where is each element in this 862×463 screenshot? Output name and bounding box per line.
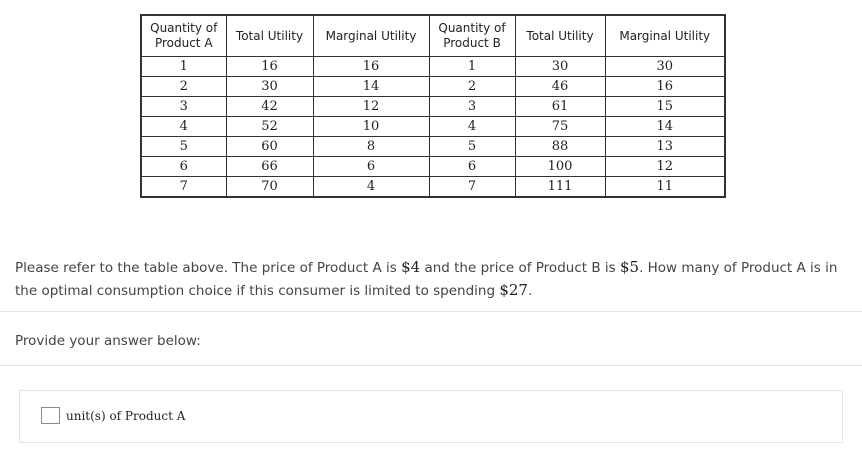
question-part: . (527, 283, 533, 299)
table-cell: 8 (312, 136, 430, 157)
table-cell: 5 (140, 136, 227, 157)
header-total-utility-b: Total Utility (514, 14, 606, 57)
table-cell: 7 (140, 176, 227, 198)
table-cell: 46 (514, 76, 606, 97)
table-cell: 15 (604, 96, 726, 117)
table-row: 1 16 16 1 30 30 (140, 56, 726, 77)
question-part: . How many of Product A is in the optima… (15, 260, 838, 299)
table-cell: 30 (514, 56, 606, 77)
answer-prompt: Provide your answer below: (15, 333, 201, 349)
table-cell: 1 (428, 56, 516, 77)
table-cell: 7 (428, 176, 516, 198)
table-cell: 100 (514, 156, 606, 177)
table-cell: 61 (514, 96, 606, 117)
table-cell: 42 (225, 96, 314, 117)
table-cell: 4 (428, 116, 516, 137)
table-cell: 10 (312, 116, 430, 137)
table-row: 2 30 14 2 46 16 (140, 76, 726, 97)
table-cell: 16 (604, 76, 726, 97)
header-marginal-utility-a: Marginal Utility (312, 14, 430, 57)
answer-card: unit(s) of Product A (19, 390, 843, 443)
table-cell: 6 (428, 156, 516, 177)
table-row: 6 66 6 6 100 12 (140, 156, 726, 177)
header-total-utility-a: Total Utility (225, 14, 314, 57)
table-cell: 5 (428, 136, 516, 157)
table-row: 4 52 10 4 75 14 (140, 116, 726, 137)
table-cell: 13 (604, 136, 726, 157)
question-part: Please refer to the table above. The pri… (15, 260, 402, 276)
table-row: 7 70 4 7 111 11 (140, 176, 726, 198)
price-b: $5 (619, 258, 640, 276)
table-cell: 70 (225, 176, 314, 198)
table-row: 5 60 8 5 88 13 (140, 136, 726, 157)
table-cell: 30 (225, 76, 314, 97)
table-cell: 111 (514, 176, 606, 198)
table-cell: 60 (225, 136, 314, 157)
table-cell: 12 (604, 156, 726, 177)
table-cell: 16 (312, 56, 430, 77)
table-cell: 30 (604, 56, 726, 77)
answer-input[interactable] (41, 407, 60, 424)
table-row: 3 42 12 3 61 15 (140, 96, 726, 117)
table-cell: 66 (225, 156, 314, 177)
table-cell: 3 (428, 96, 516, 117)
budget: $27 (499, 281, 528, 299)
table-header-row: Quantity of Product A Total Utility Marg… (140, 14, 726, 57)
header-quantity-b: Quantity of Product B (428, 14, 516, 57)
question-text: Please refer to the table above. The pri… (15, 256, 845, 302)
unit-label: unit(s) of Product A (66, 409, 186, 423)
header-marginal-utility-b: Marginal Utility (604, 14, 726, 57)
price-a: $4 (401, 258, 421, 276)
table-cell: 75 (514, 116, 606, 137)
table-cell: 6 (140, 156, 227, 177)
table-cell: 14 (312, 76, 430, 97)
table-cell: 1 (140, 56, 227, 77)
table-cell: 4 (140, 116, 227, 137)
table-cell: 4 (312, 176, 430, 198)
divider (0, 311, 862, 312)
table-cell: 12 (312, 96, 430, 117)
question-part: and the price of Product B is (420, 260, 620, 276)
utility-table: Quantity of Product A Total Utility Marg… (140, 14, 726, 198)
table-cell: 52 (225, 116, 314, 137)
table-cell: 2 (428, 76, 516, 97)
table-cell: 88 (514, 136, 606, 157)
table-cell: 6 (312, 156, 430, 177)
table-cell: 14 (604, 116, 726, 137)
table-cell: 11 (604, 176, 726, 198)
table-cell: 2 (140, 76, 227, 97)
header-quantity-a: Quantity of Product A (140, 14, 227, 57)
divider (0, 365, 862, 366)
table-cell: 3 (140, 96, 227, 117)
table-cell: 16 (225, 56, 314, 77)
